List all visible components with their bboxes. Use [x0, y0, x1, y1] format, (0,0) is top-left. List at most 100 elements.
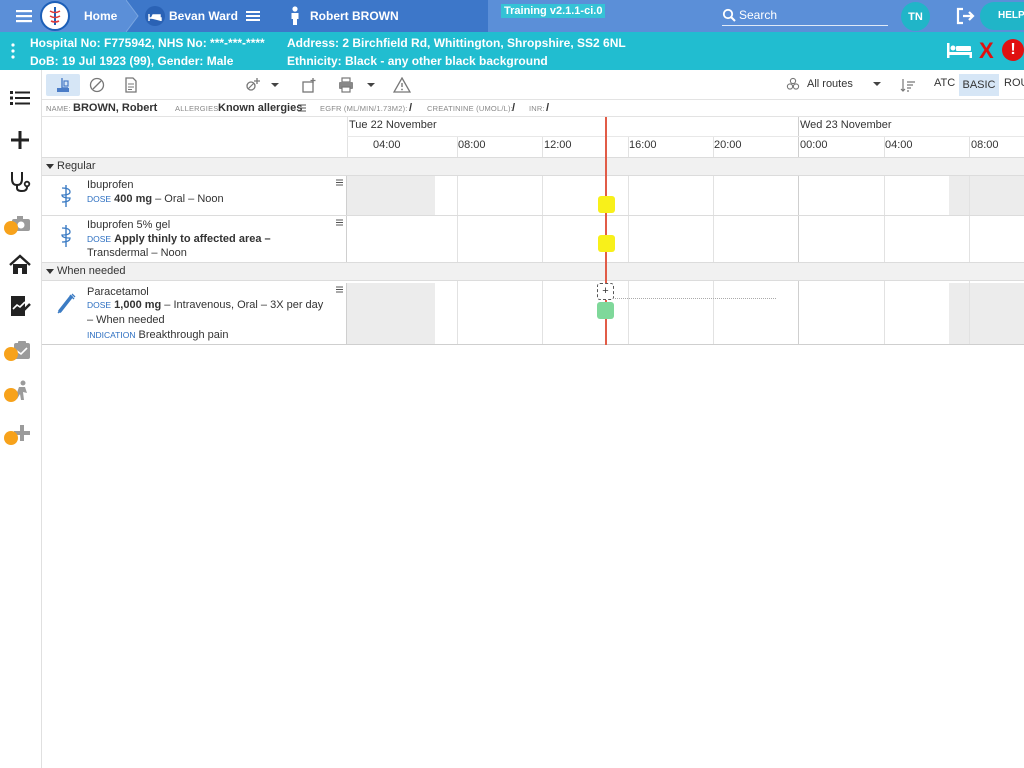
ward-menu-icon[interactable] [245, 9, 261, 23]
grid-line [969, 136, 970, 345]
header-divider [347, 136, 1024, 137]
creatinine-label: CREATININE (UMOL/L): [427, 104, 513, 113]
time-tick: 00:00 [800, 139, 828, 151]
routes-label: All routes [807, 78, 853, 90]
add-chart-icon [302, 78, 316, 93]
add-chart-button[interactable] [298, 74, 320, 96]
clipboard-icon[interactable] [6, 336, 34, 364]
section-regular-label: Regular [57, 160, 96, 172]
time-tick: 04:00 [885, 139, 913, 151]
add-administration-button[interactable]: + [597, 283, 614, 300]
lock-icon [4, 221, 18, 235]
day-header: Wed 23 November [800, 119, 892, 131]
breadcrumb-patient[interactable]: Robert BROWN [268, 0, 488, 32]
row-divider [42, 344, 1024, 345]
lock-icon [4, 431, 18, 445]
breadcrumb-ward[interactable]: Bevan Ward [142, 0, 268, 32]
name-value: BROWN, Robert [73, 102, 158, 114]
top-nav: Home Bevan Ward Robert BROWN Training v2… [0, 0, 1024, 32]
breadcrumb-ward-label: Bevan Ward [169, 9, 238, 23]
row-menu-icon[interactable] [336, 179, 343, 186]
administration-given[interactable] [597, 302, 614, 319]
dose-detail: – When needed [87, 314, 165, 326]
date-of-birth: DoB: 19 Jul 1923 (99), Gender: Male [30, 54, 234, 68]
search-input[interactable]: Search [722, 4, 888, 26]
hamburger-icon[interactable] [14, 7, 36, 25]
dose-label: DOSE [87, 194, 112, 204]
allergies-menu-icon[interactable] [298, 104, 306, 112]
allergies-value[interactable]: Known allergies [218, 102, 303, 114]
pill-icon [89, 77, 105, 93]
list-icon[interactable] [6, 84, 34, 112]
name-label: NAME: [46, 104, 71, 113]
med-dose-line: DOSE 400 mg – Oral – Noon [87, 193, 224, 205]
atc-toggle[interactable]: ATC [934, 77, 956, 89]
row-menu-icon[interactable] [336, 219, 343, 226]
routes-icon [786, 77, 800, 90]
syringe-icon [57, 293, 76, 314]
logout-icon[interactable] [956, 7, 976, 25]
help-button[interactable]: HELP [980, 2, 1024, 30]
pill-button[interactable] [86, 74, 108, 96]
bed-circle-icon [145, 6, 165, 26]
prescribe-dropdown[interactable] [242, 74, 282, 96]
hospital-number: Hospital No: F775942, NHS No: ***-***-**… [30, 36, 265, 50]
breadcrumb-home[interactable]: Home [84, 0, 117, 32]
sort-icon[interactable] [900, 77, 916, 93]
routes-dropdown[interactable]: All routes [786, 77, 881, 91]
print-dropdown[interactable] [334, 74, 378, 96]
patient-transfer-icon[interactable] [6, 377, 34, 405]
inr-label: INR: [529, 104, 545, 113]
night-shade [347, 283, 435, 345]
section-regular[interactable]: Regular [42, 157, 1024, 176]
med-dose-line: DOSE Apply thinly to affected area – [87, 233, 271, 245]
person-icon [291, 6, 299, 25]
chart-toolbar: All routes ATC BASIC ROU [42, 70, 1024, 100]
patient-info-strip: NAME: BROWN, Robert ALLERGIES: Known all… [42, 100, 1024, 117]
day-divider [798, 117, 799, 345]
inr-value: / [546, 102, 550, 114]
topical-medicine-icon [61, 225, 71, 247]
row-menu-icon[interactable] [336, 286, 343, 293]
med-name: Ibuprofen 5% gel [87, 219, 171, 231]
lock-icon [4, 388, 18, 402]
dose-value: Apply thinly to affected area – [114, 233, 271, 245]
add-icon[interactable] [6, 126, 34, 154]
close-icon[interactable]: X [979, 38, 994, 63]
med-row-ibuprofen[interactable]: Ibuprofen DOSE 400 mg – Oral – Noon [42, 176, 347, 215]
med-row-ibuprofen-gel[interactable]: Ibuprofen 5% gel DOSE Apply thinly to af… [42, 216, 347, 262]
dose-detail: – Intravenous, Oral – 3X per day [161, 299, 324, 311]
stethoscope-icon[interactable] [6, 167, 34, 195]
oral-medicine-icon [61, 185, 71, 207]
grid-line [628, 136, 629, 345]
time-tick: 04:00 [373, 139, 401, 151]
basic-toggle[interactable]: BASIC [959, 74, 999, 96]
administration-due[interactable] [598, 196, 615, 213]
time-tick: 16:00 [629, 139, 657, 151]
medication-view-button[interactable] [46, 74, 80, 96]
med-row-paracetamol[interactable]: Paracetamol DOSE 1,000 mg – Intravenous,… [42, 283, 347, 345]
chart-document-icon[interactable] [6, 292, 34, 320]
user-avatar[interactable]: TN [901, 2, 930, 31]
patient-banner: Hospital No: F775942, NHS No: ***-***-**… [0, 32, 1024, 70]
breadcrumb-home-label: Home [84, 9, 118, 23]
egfr-value: / [409, 102, 413, 114]
patient-address: Address: 2 Birchfield Rd, Whittington, S… [287, 36, 626, 50]
add-note-icon[interactable] [6, 420, 34, 448]
row-divider [42, 215, 1024, 216]
bed-icon[interactable] [946, 41, 973, 59]
night-shade [949, 283, 1024, 345]
creatinine-value: / [512, 102, 516, 114]
app-logo[interactable] [40, 1, 70, 31]
section-when-needed[interactable]: When needed [42, 262, 1024, 281]
home-icon[interactable] [6, 251, 34, 279]
route-toggle[interactable]: ROU [1004, 77, 1024, 89]
time-tick: 08:00 [458, 139, 486, 151]
document-button[interactable] [120, 74, 142, 96]
alert-icon[interactable]: ! [1002, 39, 1024, 61]
night-shade [347, 176, 435, 215]
warning-button[interactable] [391, 74, 413, 96]
more-vertical-icon[interactable] [11, 43, 15, 59]
administration-due[interactable] [598, 235, 615, 252]
med-dose-line: DOSE 1,000 mg – Intravenous, Oral – 3X p… [87, 299, 323, 311]
